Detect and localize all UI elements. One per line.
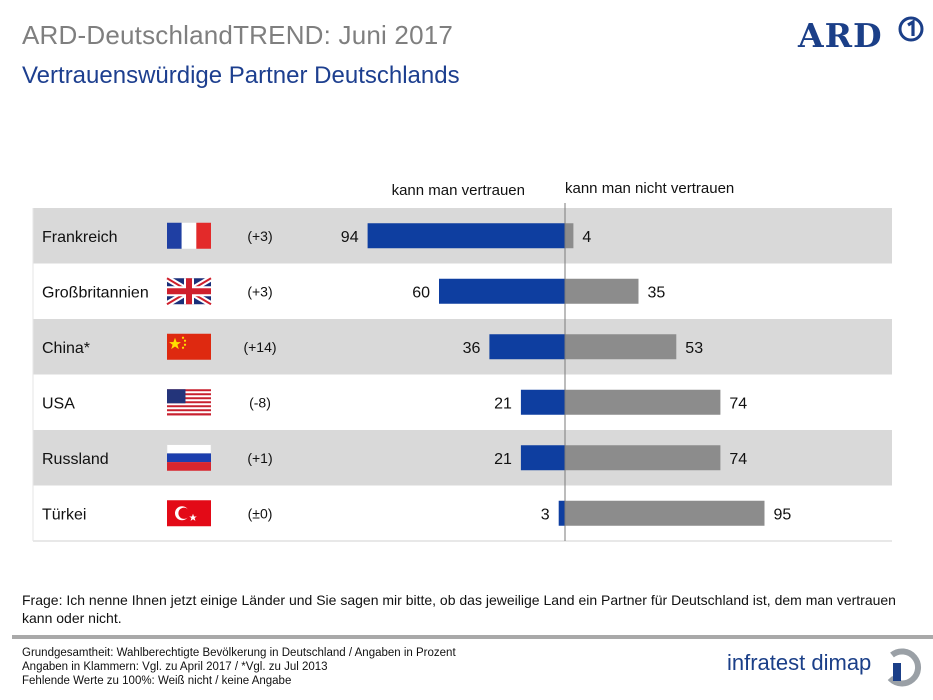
trust-value-label: 21 — [494, 451, 512, 468]
flag-uk-icon — [165, 275, 213, 307]
no-trust-bar — [565, 500, 765, 526]
row-background — [33, 374, 892, 430]
no-trust-value-label: 35 — [648, 284, 666, 301]
footnote-comparison: Angaben in Klammern: Vgl. zu April 2017 … — [22, 661, 328, 673]
flag-france-icon — [167, 222, 211, 249]
no-trust-value-label: 53 — [685, 340, 703, 357]
trust-bar — [439, 278, 565, 304]
change-label: (+1) — [247, 450, 272, 466]
ard-logo: ARD — [798, 16, 926, 58]
no-trust-value-label: 95 — [774, 506, 792, 523]
flag-china-icon — [167, 333, 211, 360]
footnote-missing: Fehlende Werte zu 100%: Weiß nicht / kei… — [22, 675, 292, 687]
change-label: (±0) — [248, 505, 273, 521]
country-label: Frankreich — [42, 229, 118, 246]
chart-subtitle: Vertrauenswürdige Partner Deutschlands — [22, 62, 460, 89]
change-label: (+14) — [243, 339, 276, 355]
flag-turkey-icon — [167, 500, 211, 527]
country-label: China* — [42, 340, 90, 357]
separator-bar — [12, 635, 933, 639]
trust-bar — [520, 445, 565, 471]
no-trust-bar — [565, 389, 721, 415]
footnotes: Grundgesamtheit: Wahlberechtigte Bevölke… — [22, 646, 456, 688]
trust-bar — [558, 500, 565, 526]
no-trust-value-label: 74 — [729, 395, 747, 412]
change-label: (+3) — [247, 283, 272, 299]
trust-chart: kann man vertrauen kann man nicht vertrau… — [32, 180, 892, 542]
column-header-trust: kann man vertrauen — [392, 182, 525, 199]
no-trust-bar — [565, 445, 721, 471]
country-label: Großbritannien — [42, 284, 149, 301]
trust-bar — [520, 389, 565, 415]
no-trust-bar — [565, 223, 574, 249]
trust-value-label: 60 — [412, 284, 430, 301]
no-trust-bar — [565, 334, 677, 360]
ard-logo-text: ARD — [798, 16, 883, 55]
column-header-no-trust: kann man nicht vertrauen — [565, 180, 734, 197]
infratest-dimap-logo-icon — [887, 648, 922, 687]
flag-usa-icon — [167, 389, 211, 416]
no-trust-bar — [565, 278, 639, 304]
trust-value-label: 3 — [541, 506, 550, 523]
trust-bar — [489, 334, 565, 360]
no-trust-value-label: 4 — [582, 229, 591, 246]
trust-bar — [367, 223, 565, 249]
country-label: Türkei — [42, 506, 86, 523]
change-label: (+3) — [247, 228, 272, 244]
change-label: (-8) — [249, 394, 271, 410]
country-label: USA — [42, 395, 75, 412]
survey-title: ARD-DeutschlandTREND: Juni 2017 — [22, 20, 454, 50]
flag-russia-icon — [166, 444, 212, 471]
trust-value-label: 94 — [341, 229, 359, 246]
no-trust-value-label: 74 — [729, 451, 747, 468]
row-background — [33, 430, 892, 486]
infratest-dimap-logo-text: infratest dimap — [727, 650, 872, 675]
trust-value-label: 36 — [463, 340, 481, 357]
survey-question: Frage: Ich nenne Ihnen jetzt einige Länd… — [22, 592, 896, 626]
footnote-population: Grundgesamtheit: Wahlberechtigte Bevölke… — [22, 647, 456, 659]
ard-one-logo-icon — [898, 16, 924, 42]
trust-value-label: 21 — [494, 395, 512, 412]
country-label: Russland — [42, 451, 109, 468]
